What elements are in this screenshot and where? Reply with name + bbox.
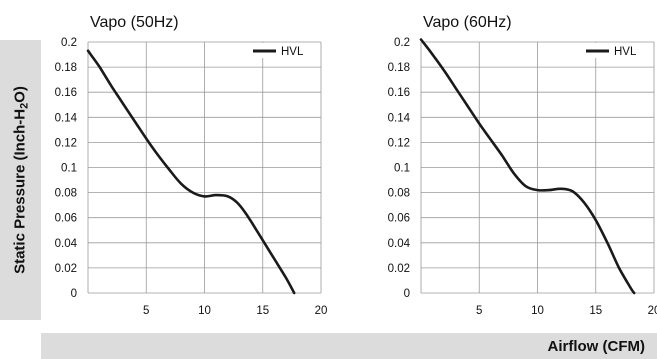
y-tick-label: 0.2	[394, 37, 410, 49]
y-tick-label: 0.1	[394, 163, 410, 175]
y-tick-label: 0.14	[55, 112, 78, 124]
x-tick-label: 10	[198, 305, 211, 317]
y-tick-label: 0.2	[61, 37, 77, 49]
y-tick-label: 0.02	[55, 263, 77, 275]
legend: HVL	[250, 43, 316, 58]
x-tick-label: 5	[143, 305, 149, 317]
y-tick-label: 0.16	[388, 87, 410, 99]
chart-1: Vapo (50Hz) 0 0.02 0.04 0.06 0.08 0.1 0.12 0.14 0…	[55, 14, 328, 317]
y-tick-label: 0.04	[55, 238, 78, 250]
y-tick-label: 0.16	[55, 87, 77, 99]
y-tick-label: 0.06	[388, 213, 410, 225]
y-tick-label: 0.08	[388, 188, 410, 200]
y-tick-label: 0	[404, 288, 410, 300]
x-axis-label-band	[41, 333, 657, 359]
legend-label: HVL	[281, 46, 304, 58]
x-tick-label: 15	[256, 305, 269, 317]
y-tick-label: 0.18	[388, 62, 410, 74]
y-tick-label: 0.02	[388, 263, 410, 275]
y-tick-label: 0	[71, 288, 77, 300]
series-line-hvl	[419, 38, 636, 295]
x-tick-label: 15	[589, 305, 602, 317]
y-tick-label: 0.18	[55, 62, 77, 74]
x-tick-label: 20	[315, 305, 328, 317]
legend-label: HVL	[614, 46, 637, 58]
legend-background	[250, 43, 316, 58]
chart-title: Vapo (60Hz)	[423, 14, 512, 31]
legend-background	[583, 43, 649, 58]
x-tick-label: 10	[531, 305, 544, 317]
y-tick-label: 0.12	[388, 137, 410, 149]
chart-title: Vapo (50Hz)	[90, 14, 179, 31]
legend: HVL	[583, 43, 649, 58]
y-tick-label: 0.04	[388, 238, 411, 250]
y-tick-label: 0.14	[388, 112, 411, 124]
y-tick-label: 0.1	[61, 163, 77, 175]
chart-2: Vapo (60Hz) 0 0.02 0.04 0.06 0.08 0.1 0.12 0.14 0…	[388, 14, 657, 317]
y-tick-label: 0.08	[55, 188, 77, 200]
x-tick-label: 20	[648, 305, 657, 317]
y-tick-label: 0.06	[55, 213, 77, 225]
y-axis-label-band	[0, 40, 41, 320]
x-axis-label: Airflow (CFM)	[547, 338, 645, 355]
y-tick-label: 0.12	[55, 137, 77, 149]
x-tick-label: 5	[476, 305, 482, 317]
series-line-hvl	[86, 49, 296, 295]
